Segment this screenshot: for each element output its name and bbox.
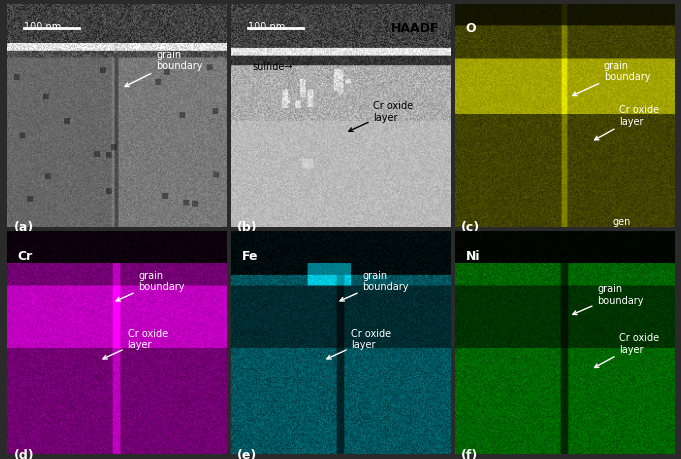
Text: grain
boundary: grain boundary [340,270,409,302]
Text: gen: gen [613,216,631,226]
Text: Cr oxide
layer: Cr oxide layer [595,105,659,140]
Text: (e): (e) [237,448,257,459]
Text: Cr: Cr [18,250,33,263]
Text: (a): (a) [14,221,33,234]
Text: Cr oxide
layer: Cr oxide layer [595,332,659,368]
Text: (d): (d) [14,448,34,459]
Text: 100 nm: 100 nm [25,22,61,33]
Text: grain
boundary: grain boundary [125,50,202,87]
Text: (f): (f) [461,448,479,459]
Text: Cr oxide
layer: Cr oxide layer [327,328,392,359]
Text: Fe: Fe [242,250,258,263]
Text: Cr oxide
layer: Cr oxide layer [103,328,168,359]
Text: Cr oxide
layer: Cr oxide layer [349,101,413,132]
Text: Ni: Ni [466,250,480,263]
Text: sulfide→: sulfide→ [253,62,294,72]
Text: grain
boundary: grain boundary [573,61,650,96]
Text: (c): (c) [461,221,480,234]
Text: 100 nm: 100 nm [249,22,285,33]
Text: (b): (b) [237,221,258,234]
Text: grain
boundary: grain boundary [116,270,185,302]
Text: grain
boundary: grain boundary [573,283,644,315]
Text: HAADF: HAADF [391,22,439,35]
Text: O: O [466,22,476,35]
